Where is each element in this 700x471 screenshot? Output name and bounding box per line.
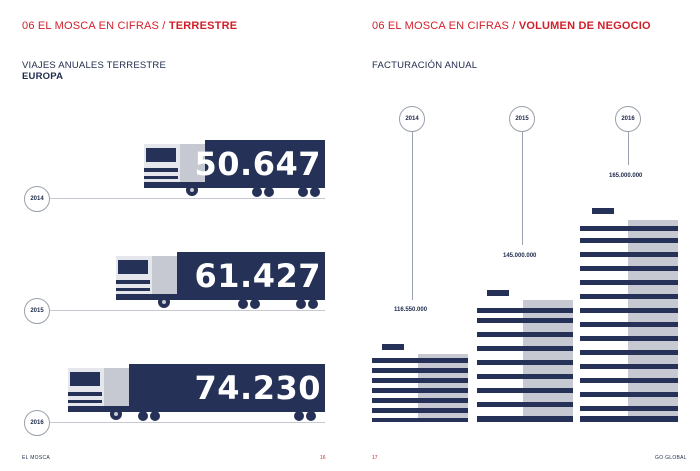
footer-brand: EL MOSCA [22,455,51,461]
page-number: 17 [372,455,378,461]
trips-value: 74.230 [194,369,321,407]
left-page: 06 EL MOSCA EN CIFRAS / TERRESTRE VIAJES… [22,20,326,461]
year-bubble: 2015 [509,106,535,132]
timeline-line [35,310,325,311]
truck-cab-icon [116,256,178,308]
revenue-amount: 165.000.000 [609,173,643,179]
building-2014 [372,344,468,422]
year-bubble: 2014 [399,106,425,132]
year-bubble: 2014 [24,186,50,212]
truck-trailer: 61.427 [177,252,325,300]
timeline-line [35,422,325,423]
truck-cab-icon [144,144,206,196]
section-title: 06 EL MOSCA EN CIFRAS / VOLUMEN DE NEGOC… [372,20,651,32]
right-page: 06 EL MOSCA EN CIFRAS / VOLUMEN DE NEGOC… [350,0,700,471]
truck-trailer: 74.230 [129,364,325,412]
truck-wheels [129,408,325,421]
timeline-line [35,198,325,199]
trips-value: 50.647 [194,145,321,183]
year-bubble: 2016 [24,410,50,436]
truck-cab-icon [68,368,130,420]
year-bubble: 2015 [24,298,50,324]
truck-wheels [205,184,325,197]
callout-line [412,130,413,300]
trips-value: 61.427 [194,257,321,295]
building-2015 [477,290,573,422]
building-2016 [580,208,678,422]
revenue-amount: 145.000.000 [503,253,537,259]
page-number: 16 [320,455,326,461]
footer-brand: GO GLOBAL [655,455,687,461]
year-bubble: 2016 [615,106,641,132]
callout-line [628,130,629,165]
callout-line [522,130,523,245]
chart-subtitle: VIAJES ANUALES TERRESTRE EUROPA [22,60,167,82]
chart-subtitle: FACTURACIÓN ANUAL [372,60,478,71]
section-title: 06 EL MOSCA EN CIFRAS / TERRESTRE [22,20,238,32]
revenue-amount: 116.550.000 [394,307,428,313]
truck-wheels [177,296,325,309]
truck-trailer: 50.647 [195,140,325,188]
